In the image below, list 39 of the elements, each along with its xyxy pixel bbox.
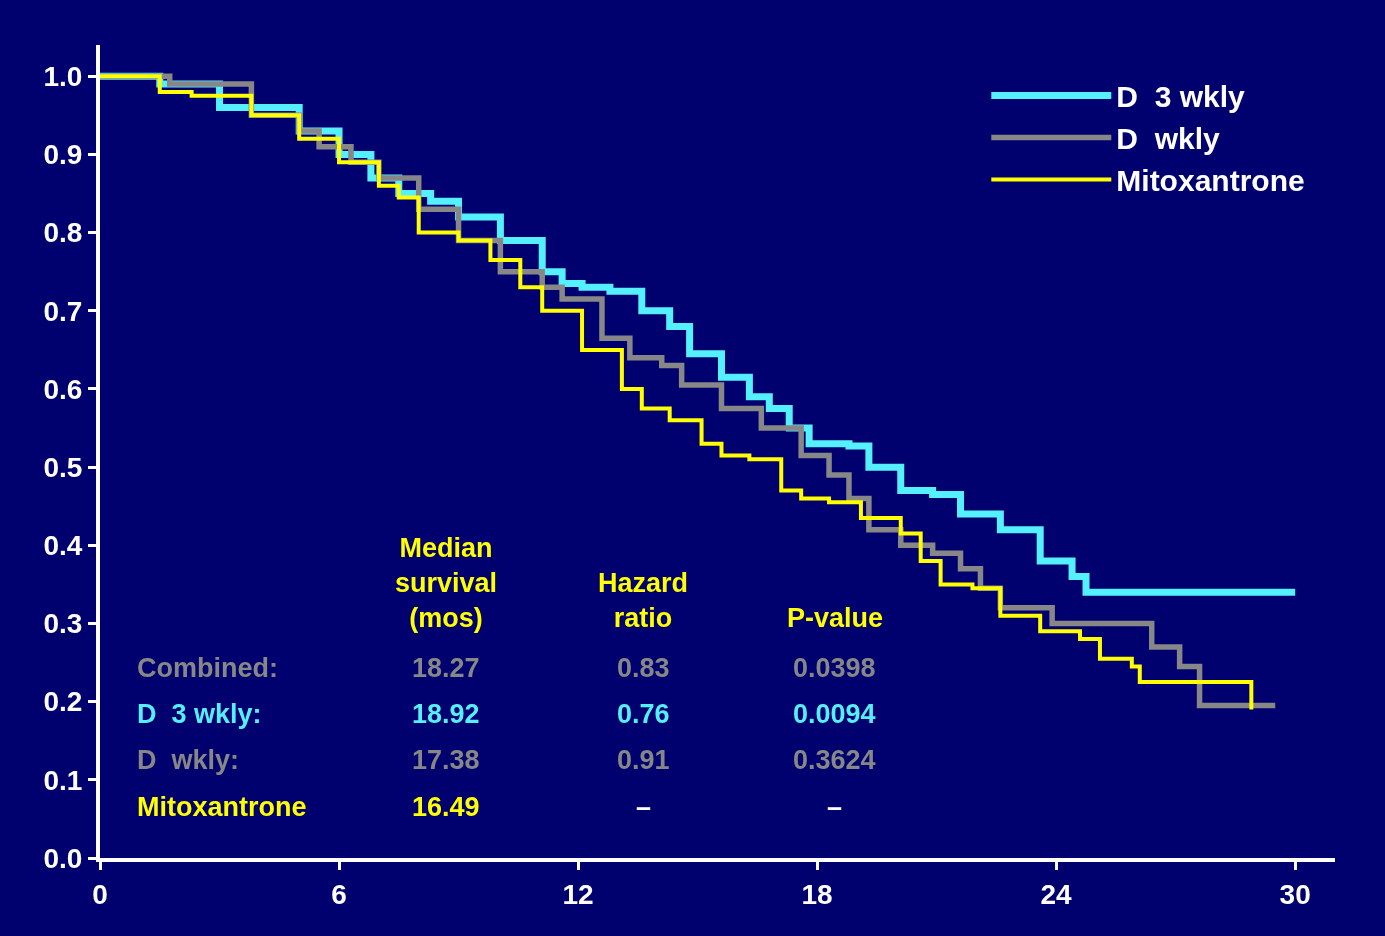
annotation: 18.92 [412, 699, 480, 729]
annotation: 0.3624 [793, 745, 876, 775]
annotation: Combined: [137, 653, 278, 683]
annotation: Mitoxantrone [137, 792, 307, 822]
legend-label: D wkly [1116, 122, 1220, 156]
y-tick-label: 0.0 [43, 842, 83, 874]
x-tick-label: 30 [1279, 878, 1311, 910]
annotation: – [636, 792, 652, 822]
annotation: Median survival (mos) [395, 533, 498, 634]
annotation: 0.76 [617, 699, 670, 729]
x-tick-label: 12 [562, 878, 594, 910]
annotation: 16.49 [412, 792, 480, 822]
y-tick-label: 0.7 [43, 295, 83, 327]
annotation: 0.91 [617, 745, 670, 775]
legend-label: D 3 wkly [1116, 80, 1246, 114]
annotation: P-value [787, 603, 884, 633]
x-tick-label: 18 [801, 878, 833, 910]
x-tick-label: 24 [1040, 878, 1073, 910]
y-tick-label: 0.1 [43, 764, 83, 796]
legend-label: Mitoxantrone [1116, 164, 1305, 198]
annotation: 0.0398 [793, 653, 876, 683]
annotation: Hazard ratio [598, 568, 689, 634]
x-tick-label: 0 [92, 878, 108, 910]
y-tick-label: 0.8 [43, 217, 83, 249]
y-tick-label: 0.5 [43, 451, 83, 483]
y-tick-label: 0.3 [43, 608, 83, 640]
annotation: D wkly: [137, 745, 240, 775]
y-tick-label: 0.9 [43, 139, 83, 171]
annotation: D 3 wkly: [137, 699, 262, 729]
y-tick-label: 0.2 [43, 686, 83, 718]
x-tick-label: 6 [331, 878, 347, 910]
annotation: 0.83 [617, 653, 670, 683]
annotation: 0.0094 [793, 699, 876, 729]
annotation: – [827, 792, 843, 822]
annotation: 17.38 [412, 745, 480, 775]
y-tick-label: 0.4 [43, 530, 83, 562]
y-tick-label: 0.6 [43, 373, 83, 405]
annotation: 18.27 [412, 653, 480, 683]
y-tick-label: 1.0 [43, 61, 83, 93]
